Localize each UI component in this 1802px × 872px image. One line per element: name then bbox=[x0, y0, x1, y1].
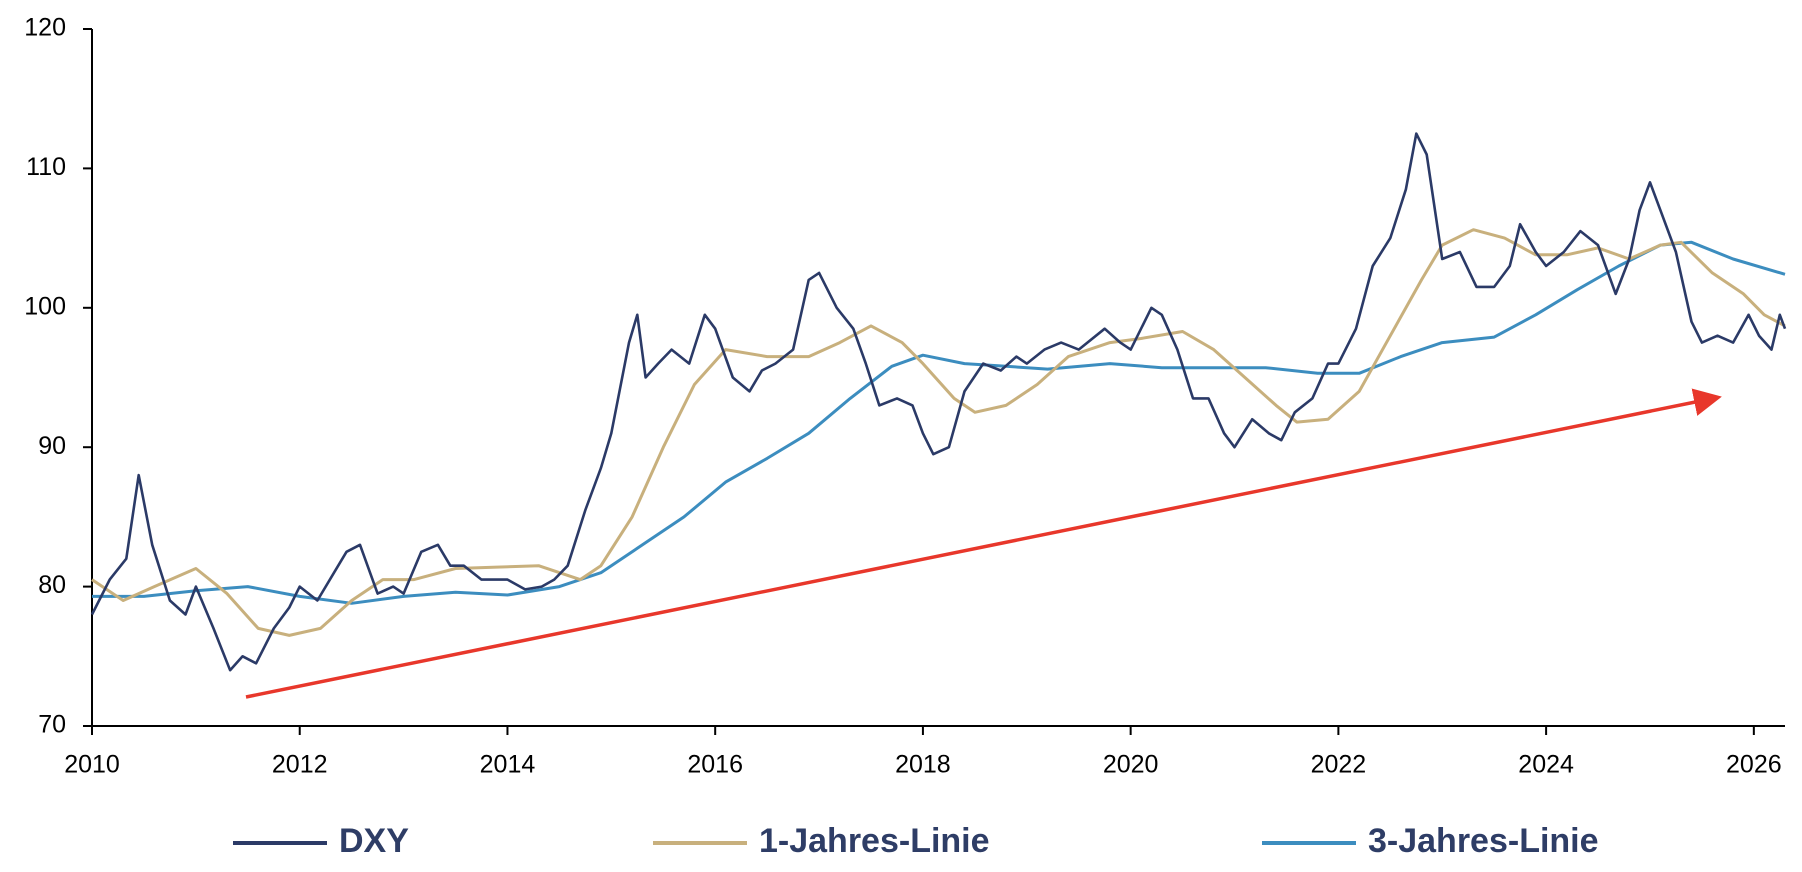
legend-label: 3-Jahres-Linie bbox=[1368, 822, 1599, 860]
x-tick-label: 2026 bbox=[1726, 751, 1782, 779]
x-tick-label: 2012 bbox=[272, 751, 328, 779]
y-tick-label: 70 bbox=[38, 711, 66, 739]
series-line bbox=[90, 132, 1787, 672]
y-tick-label: 90 bbox=[38, 432, 66, 460]
y-tick-label: 120 bbox=[24, 14, 66, 42]
x-tick-label: 2018 bbox=[895, 751, 951, 779]
y-tick-label: 80 bbox=[38, 571, 66, 599]
x-tick-label: 2014 bbox=[480, 751, 536, 779]
trend-arrow bbox=[245, 388, 1722, 699]
legend-label: DXY bbox=[339, 822, 409, 860]
x-tick-label: 2016 bbox=[687, 751, 743, 779]
x-tick-label: 2010 bbox=[64, 751, 120, 779]
y-tick-label: 100 bbox=[24, 292, 66, 320]
x-tick-label: 2020 bbox=[1103, 751, 1159, 779]
y-tick-label: 110 bbox=[26, 153, 66, 181]
legend-label: 1-Jahres-Linie bbox=[759, 822, 990, 860]
series-line bbox=[91, 228, 1786, 637]
x-tick-label: 2022 bbox=[1311, 751, 1367, 779]
x-tick-label: 2024 bbox=[1518, 751, 1574, 779]
series-line bbox=[92, 240, 1786, 605]
